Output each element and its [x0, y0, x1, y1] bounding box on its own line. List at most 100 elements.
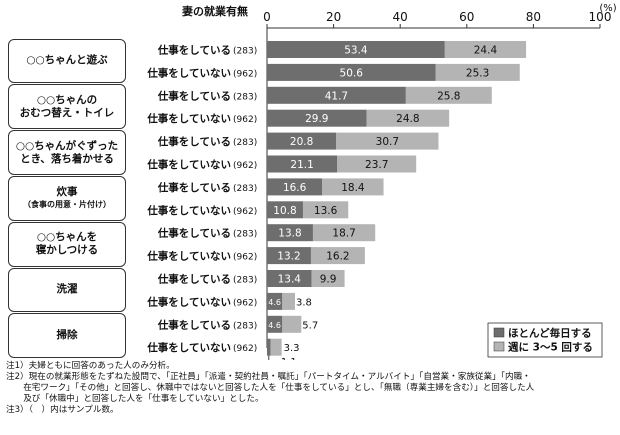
category-label-line: 掃除	[56, 329, 78, 342]
data-label: 10.8	[273, 205, 296, 217]
legend-swatch	[493, 341, 505, 352]
bar-segment	[267, 270, 312, 287]
unit-label: (%)	[599, 3, 616, 14]
row-sample-size: (962)	[233, 207, 257, 217]
bar-segment	[267, 63, 436, 81]
data-label: 13.8	[278, 228, 301, 240]
data-label: 3.8	[296, 297, 312, 308]
data-label: 9.9	[320, 274, 337, 286]
row-label: 仕事をしていない	[146, 66, 231, 79]
bar-segment	[444, 41, 527, 58]
row-sample-size: (283)	[233, 184, 257, 194]
data-label: 41.7	[325, 90, 348, 102]
data-label: 13.6	[314, 205, 338, 217]
x-tick-label: 40	[393, 10, 408, 24]
category-sublabel: （食事の用意・片付け）	[23, 200, 111, 210]
row-sample-size: (283)	[233, 47, 257, 57]
data-label: 3.3	[284, 343, 300, 354]
row-sample-size: (283)	[233, 230, 257, 240]
row-label: 仕事をしていない	[146, 112, 231, 125]
row-sample-size: (962)	[233, 298, 257, 308]
data-label: 1.1	[281, 357, 297, 360]
bar-segment	[267, 155, 338, 173]
row-header: 妻の就業有無	[182, 4, 248, 18]
row-sample-size: (283)	[233, 92, 257, 102]
category-label: ○○ちゃんがぐずった とき、落ち着かせる	[8, 130, 126, 175]
category-label-line: 炊事	[56, 186, 78, 199]
data-label: 4.6	[268, 321, 281, 330]
category-label-line: おむつ替え・トイレ	[19, 106, 115, 119]
row-label: 仕事をしていない	[146, 250, 231, 263]
bar-segment	[282, 315, 302, 333]
data-label: 18.4	[341, 182, 365, 194]
bar-segment	[267, 201, 303, 219]
footnote-1: 注1）夫婦ともに回答のあった人のみ分析。	[6, 361, 175, 371]
category-label: 洗濯	[8, 267, 126, 313]
data-label: 13.2	[277, 251, 300, 263]
data-label: 24.8	[396, 113, 419, 125]
legend-label: 週に 3～5 回する	[508, 342, 593, 354]
data-label: 24.4	[474, 45, 498, 57]
bar-segment	[267, 109, 367, 127]
category-label-line: ○○ちゃんと遊ぶ	[26, 54, 108, 67]
category-label: ○○ちゃんの おむつ替え・トイレ	[8, 84, 126, 130]
data-label: 23.7	[365, 159, 388, 171]
bar-segment	[337, 155, 417, 173]
x-tick-label: 80	[526, 10, 541, 24]
data-label: 5.7	[302, 320, 318, 331]
bar-segment	[267, 338, 271, 356]
data-label: 16.6	[283, 182, 307, 194]
row-label: 仕事をしていない	[146, 341, 231, 354]
category-label-line: とき、落ち着かせる	[20, 152, 114, 165]
row-sample-size: (962)	[233, 69, 257, 79]
bar-segment	[310, 247, 365, 265]
bar-segment	[267, 292, 283, 310]
footnotes: 注1）夫婦ともに回答のあった人のみ分析。 注2）現在の就業形態をたずねた設問で、…	[6, 361, 616, 416]
row-sample-size: (962)	[233, 115, 257, 125]
bar-segment	[267, 315, 283, 333]
legend-swatch	[493, 327, 505, 338]
row-label: 仕事をしていない	[146, 158, 231, 171]
row-label: 仕事をしていない	[146, 295, 231, 308]
category-label-line: 洗濯	[56, 283, 78, 296]
data-label: 29.9	[305, 113, 328, 125]
category-label: 掃除	[8, 313, 126, 359]
category-label-line: 寝かしつける	[35, 244, 99, 257]
row-label: 仕事をしている	[157, 273, 231, 286]
row-label: 仕事をしていない	[146, 204, 231, 217]
data-label: 16.2	[326, 251, 349, 263]
bar-segment	[267, 86, 406, 104]
row-label: 仕事をしている	[157, 318, 231, 331]
leader-line	[268, 355, 270, 360]
bar-segment	[267, 178, 323, 196]
data-label: 21.1	[290, 159, 313, 171]
data-label: 25.3	[466, 67, 489, 79]
row-sample-size: (283)	[233, 276, 257, 286]
bar-segment	[366, 109, 450, 127]
data-label: 20.8	[290, 136, 313, 148]
footnote-3: 注3）（ ）内はサンプル数。	[6, 405, 119, 415]
category-label: 炊事 （食事の用意・片付け）	[8, 175, 126, 221]
row-label: 仕事をしている	[157, 135, 231, 148]
row-label: 仕事をしている	[157, 44, 231, 57]
bar-segment	[336, 132, 439, 150]
x-tick-label: 60	[459, 10, 474, 24]
category-label-line: ○○ちゃんの	[36, 93, 98, 106]
bar-segment	[270, 338, 282, 356]
bar-segment	[302, 201, 349, 219]
category-label-line: ○○ちゃんを	[36, 231, 98, 244]
category-label: ○○ちゃんと遊ぶ	[8, 38, 126, 84]
data-label: 30.7	[376, 136, 399, 148]
x-tick-label: 0	[263, 10, 271, 24]
bar-segment	[267, 224, 313, 242]
data-label: 50.6	[340, 67, 364, 79]
data-label: 13.4	[278, 274, 302, 286]
bar-segment	[267, 41, 445, 58]
data-label: 53.4	[344, 45, 368, 57]
category-label: ○○ちゃんを 寝かしつける	[8, 221, 126, 267]
row-sample-size: (283)	[233, 321, 257, 331]
bar-segment	[311, 270, 345, 287]
bar-segment	[405, 86, 492, 104]
footnote-2: 注2）現在の就業形態をたずねた設問で、「正社員」「派遣・契約社員・嘱託」「パート…	[6, 372, 535, 404]
data-label: 25.8	[437, 90, 460, 102]
